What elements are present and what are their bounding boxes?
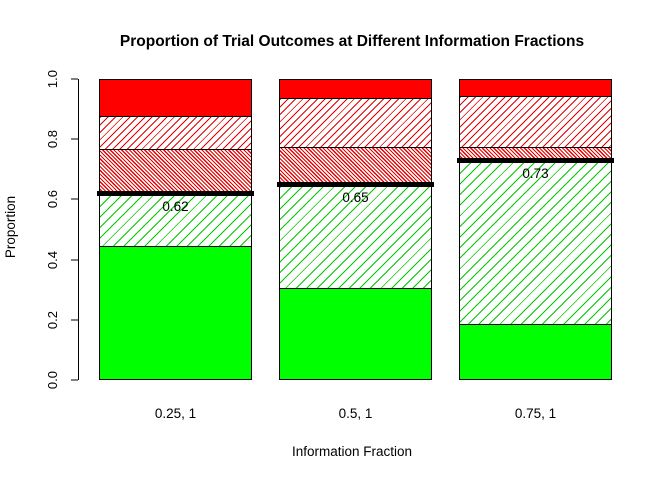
stacked-bar: 0.62	[97, 79, 254, 380]
threshold-value-label: 0.62	[162, 198, 189, 214]
threshold-value-label: 0.73	[522, 165, 549, 181]
bar-segment-red-hatched	[460, 96, 611, 148]
y-tick-label: 0.8	[45, 130, 60, 149]
bar-segment-red-solid	[100, 80, 251, 116]
threshold-line	[97, 191, 254, 197]
bar-segment-red-solid	[460, 80, 611, 97]
bar-segment-green-solid	[100, 245, 251, 379]
y-tick-mark	[71, 319, 78, 321]
bar-segment-green-solid	[280, 287, 431, 379]
threshold-line	[277, 182, 434, 188]
bar-segment-green-hatched	[460, 160, 611, 324]
x-tick-label: 0.5, 1	[338, 406, 373, 421]
y-tick-mark	[71, 259, 78, 261]
threshold-value-label: 0.65	[342, 189, 369, 205]
y-tick-label: 0.6	[45, 190, 60, 209]
y-tick-mark	[71, 78, 78, 80]
bar-segment-green-solid	[460, 323, 611, 379]
threshold-line	[457, 158, 614, 164]
y-tick-label: 1.0	[45, 69, 60, 89]
y-tick-label: 0.4	[45, 250, 60, 269]
y-tick-mark	[71, 138, 78, 140]
bar-segment-red-dense-hatched	[280, 147, 431, 187]
bar-segment-red-solid	[280, 80, 431, 98]
bar-segment-red-hatched	[100, 115, 251, 149]
y-tick-label: 0.0	[45, 370, 60, 390]
y-tick-mark	[71, 198, 78, 200]
x-axis-title: Information Fraction	[291, 444, 413, 459]
bar-segment-red-dense-hatched	[460, 147, 611, 161]
x-tick-label: 0.75, 1	[514, 406, 557, 421]
bar-segment-red-hatched	[280, 97, 431, 148]
bar-segment-green-hatched	[280, 186, 431, 288]
y-axis-title: Proportion	[3, 195, 18, 259]
stacked-bar: 0.65	[277, 79, 434, 380]
y-axis-line	[78, 79, 79, 380]
plot-area: 0.0 0.2 0.4 0.6 0.8 1.0 0.62 0.65 0.73	[45, 70, 625, 389]
y-tick-label: 0.2	[45, 310, 60, 329]
chart-title: Proportion of Trial Outcomes at Differen…	[119, 33, 585, 50]
y-tick-mark	[71, 379, 78, 381]
bar-segment-red-dense-hatched	[100, 148, 251, 194]
x-tick-label: 0.25, 1	[154, 406, 197, 421]
stacked-bar: 0.73	[457, 79, 614, 380]
